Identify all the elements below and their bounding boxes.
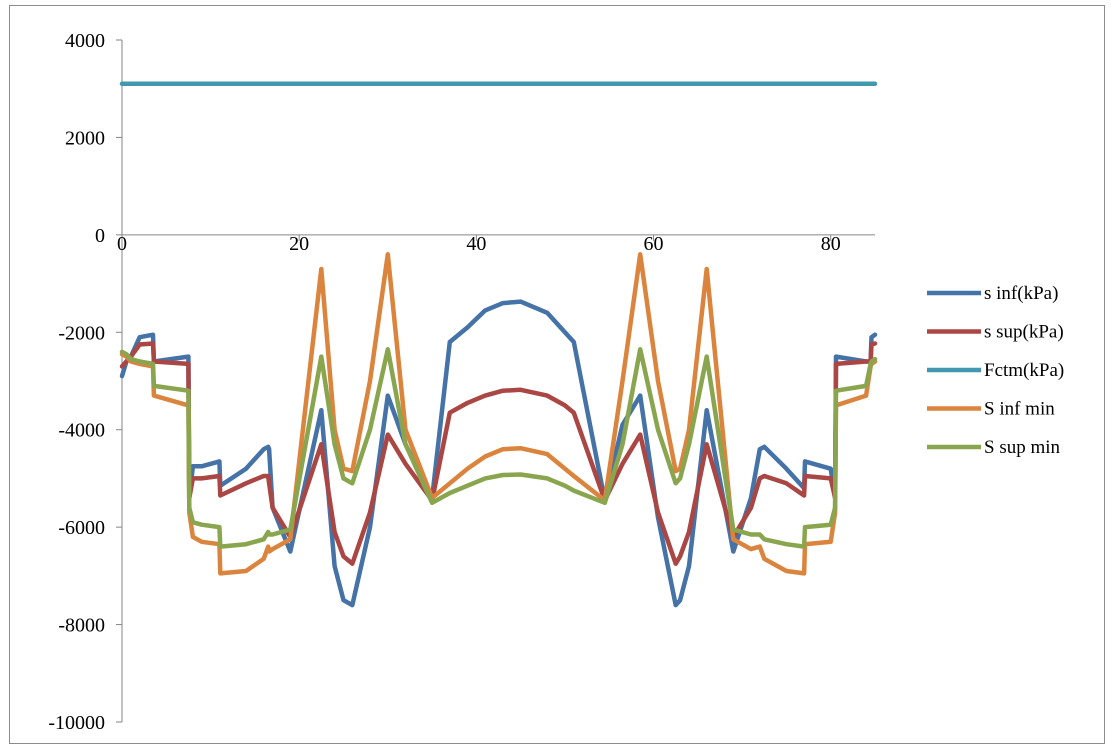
y-tick-label: 4000 — [65, 30, 105, 52]
x-tick-label: 80 — [821, 233, 841, 255]
x-tick-label: 40 — [466, 233, 486, 255]
legend-label: s inf(kPa) — [984, 283, 1058, 304]
legend-label: s sup(kPa) — [984, 322, 1064, 343]
legend-label: S sup min — [984, 437, 1061, 458]
series-line-5 — [119, 347, 878, 549]
axes: 4000 2000 0 -2000 -4000 -6000 -8000 -10000 0 20 40… — [48, 30, 875, 734]
x-tick-label: 0 — [117, 233, 127, 255]
series-line-1 — [119, 299, 878, 608]
y-tick-label: -10000 — [48, 712, 105, 734]
chart-frame — [9, 5, 1105, 744]
legend-label: S inf min — [984, 399, 1055, 420]
y-tick-label: -4000 — [58, 420, 105, 442]
series-line-2 — [119, 341, 878, 566]
y-tick-label: -2000 — [58, 322, 105, 344]
y-tick-label: -6000 — [58, 517, 105, 539]
y-tick-label: -8000 — [58, 615, 105, 637]
x-tick-label: 20 — [289, 233, 309, 255]
legend-label: Fctm(kPa) — [984, 360, 1064, 381]
y-tick-label: 2000 — [65, 127, 105, 149]
series-line-4 — [119, 252, 878, 576]
y-tick-label: 0 — [95, 225, 105, 247]
legend: s inf(kPa) s sup(kPa) Fctm(kPa) S inf min S … — [927, 283, 1064, 458]
series-lines — [119, 81, 878, 608]
x-tick-label: 60 — [644, 233, 664, 255]
